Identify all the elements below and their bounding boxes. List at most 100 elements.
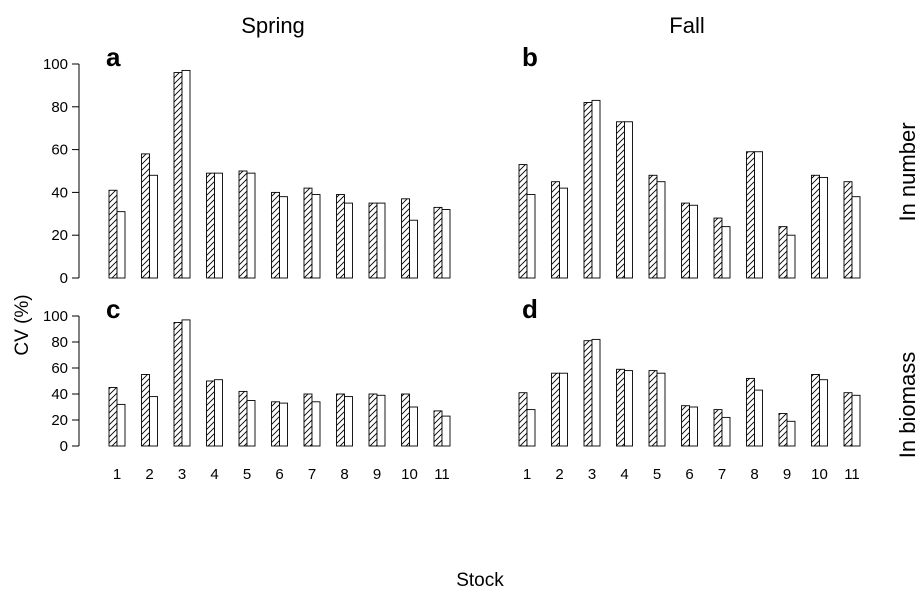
column-title-fall: Fall (669, 13, 704, 38)
x-tick-label: 3 (588, 466, 596, 483)
y-tick-label: 0 (60, 270, 68, 287)
bar-open-stock-11 (441, 209, 451, 279)
x-tick-label: 10 (811, 466, 828, 483)
bar-open-stock-3 (591, 338, 601, 447)
bar-open-stock-10 (409, 406, 418, 447)
x-tick-label: 5 (243, 466, 251, 483)
row-title-in-number: In number (895, 122, 920, 221)
bar-open-stock-9 (376, 394, 386, 447)
x-tick-label: 4 (620, 466, 628, 483)
y-tick-label: 0 (60, 438, 68, 455)
x-tick-label: 1 (523, 466, 531, 483)
x-tick-label: 11 (844, 466, 860, 483)
bar-hatched-stock-2 (141, 153, 150, 279)
bar-open-stock-11 (441, 415, 451, 447)
y-tick-label: 80 (51, 334, 68, 351)
bar-hatched-stock-1 (518, 392, 528, 447)
y-tick-label: 80 (51, 99, 68, 116)
bar-hatched-stock-4 (616, 121, 625, 279)
y-tick-label: 60 (51, 142, 68, 159)
bar-hatched-stock-8 (746, 151, 755, 279)
bar-hatched-stock-2 (551, 181, 560, 279)
panel-letter-c: c (106, 294, 120, 324)
bar-hatched-stock-10 (401, 393, 410, 447)
x-tick-label: 6 (275, 466, 283, 483)
panel-b: b (518, 42, 861, 279)
x-tick-label: 7 (308, 466, 316, 483)
panel-c: c 0 20 40 60 80 100 1 2 3 4 5 6 7 8 9 10 11 (43, 294, 451, 483)
x-tick-label: 7 (718, 466, 726, 483)
bar-hatched-stock-8 (746, 377, 755, 447)
bar-hatched-stock-9 (368, 202, 378, 279)
bar-hatched-stock-10 (401, 198, 410, 279)
bar-hatched-stock-2 (141, 374, 150, 447)
bar-open-stock-6 (689, 204, 698, 279)
bar-open-stock-5 (246, 400, 256, 447)
bar-open-stock-10 (819, 176, 828, 279)
x-tick-label: 2 (145, 466, 153, 483)
bar-hatched-stock-7 (303, 187, 313, 279)
bar-hatched-stock-6 (271, 191, 280, 279)
y-tick-label: 100 (43, 56, 68, 73)
panel-d: d 1 2 3 4 5 6 7 8 9 10 11 (518, 294, 861, 483)
bar-hatched-stock-10 (811, 374, 820, 447)
bar-open-stock-4 (624, 370, 633, 447)
y-tick-label: 100 (43, 308, 68, 325)
x-tick-label: 11 (434, 466, 450, 483)
bar-open-stock-8 (754, 151, 763, 279)
x-tick-label: 9 (373, 466, 381, 483)
panel-a: a 0 20 40 60 80 100 (43, 42, 451, 287)
bar-open-stock-11 (851, 196, 861, 279)
y-tick-label: 60 (51, 360, 68, 377)
bar-hatched-stock-11 (843, 392, 853, 447)
bar-open-stock-2 (559, 372, 568, 447)
bar-open-stock-8 (344, 396, 353, 447)
bar-hatched-stock-10 (811, 174, 820, 279)
x-tick-label: 8 (340, 466, 348, 483)
x-tick-label: 1 (113, 466, 121, 483)
bar-hatched-stock-6 (681, 405, 690, 447)
panel-letter-a: a (106, 42, 121, 72)
bar-hatched-stock-11 (433, 410, 443, 447)
y-tick-label: 20 (51, 412, 68, 429)
bar-open-stock-2 (559, 187, 568, 279)
bar-open-stock-2 (149, 396, 158, 447)
bar-hatched-stock-3 (583, 102, 593, 279)
y-tick-label: 40 (51, 184, 68, 201)
bar-hatched-stock-5 (648, 370, 658, 447)
bar-open-stock-6 (279, 196, 288, 279)
bar-hatched-stock-7 (713, 217, 723, 279)
column-title-spring: Spring (241, 13, 305, 38)
bar-hatched-stock-6 (271, 401, 280, 447)
bar-open-stock-3 (181, 319, 191, 447)
bar-open-stock-8 (754, 389, 763, 447)
bar-hatched-stock-8 (336, 194, 345, 279)
x-tick-label: 4 (210, 466, 218, 483)
x-tick-label: 2 (555, 466, 563, 483)
bar-open-stock-1 (526, 194, 536, 279)
bar-hatched-stock-3 (173, 322, 183, 447)
bar-hatched-stock-11 (433, 206, 443, 279)
bar-open-stock-7 (311, 401, 321, 447)
bar-hatched-stock-9 (778, 226, 788, 279)
bar-hatched-stock-11 (843, 181, 853, 279)
bar-open-stock-5 (656, 372, 666, 447)
bar-open-stock-6 (279, 402, 288, 447)
bar-hatched-stock-9 (368, 393, 378, 447)
bar-open-stock-8 (344, 202, 353, 279)
bar-hatched-stock-1 (518, 164, 528, 279)
x-tick-label: 5 (653, 466, 661, 483)
panel-letter-b: b (522, 42, 538, 72)
x-axis-title: Stock (456, 570, 504, 591)
bar-open-stock-10 (409, 219, 418, 279)
bar-open-stock-3 (181, 69, 191, 279)
x-tick-label: 6 (685, 466, 693, 483)
bar-open-stock-4 (214, 172, 223, 279)
bar-open-stock-7 (721, 416, 731, 447)
bar-open-stock-1 (116, 403, 126, 447)
bar-open-stock-5 (246, 172, 256, 279)
x-tick-label: 8 (750, 466, 758, 483)
bar-hatched-stock-7 (713, 409, 723, 447)
bar-open-stock-1 (526, 409, 536, 447)
